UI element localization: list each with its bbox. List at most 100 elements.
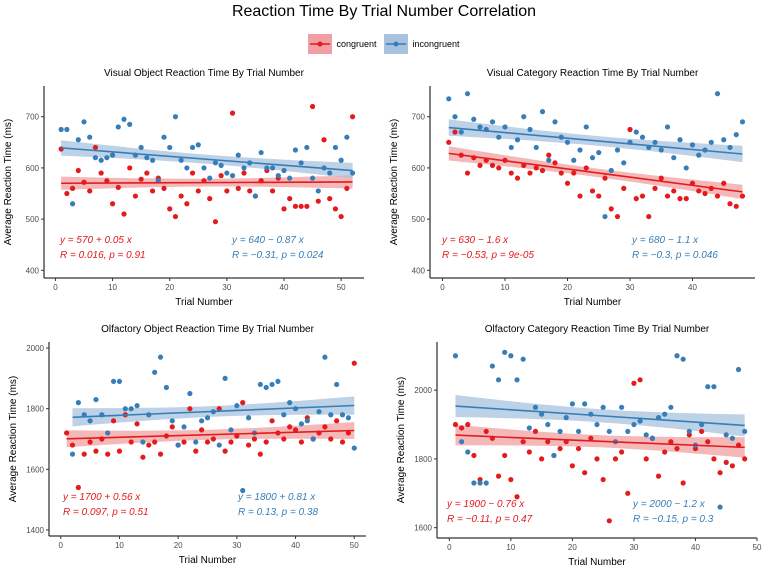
point-incongruent [680,356,686,362]
point-congruent [93,448,99,454]
equation-incongruent: y = 2000 − 1.2 x [632,499,706,510]
point-incongruent [64,126,70,133]
point-incongruent [735,366,742,373]
point-congruent [144,170,150,176]
point-congruent [739,193,746,199]
point-congruent [181,439,187,445]
y-tick-label: 400 [26,266,40,275]
y-tick-label: 1800 [414,455,432,464]
point-congruent [483,428,489,435]
point-congruent [269,188,276,194]
point-congruent [606,518,612,524]
point-incongruent [87,418,93,424]
x-axis-label: Trial Number [179,555,237,566]
point-incongruent [471,116,477,122]
point-congruent [552,160,558,166]
point-incongruent [459,439,465,445]
point-incongruent [163,384,170,391]
point-incongruent [608,167,614,174]
stats-congruent: R = −0.53, p = 9e-05 [442,250,534,261]
point-congruent [69,442,76,448]
point-incongruent [181,424,187,430]
point-congruent [502,452,508,459]
point-incongruent [75,400,81,406]
point-congruent [577,193,583,199]
x-axis-label: Trial Number [175,297,233,308]
point-incongruent [315,188,321,194]
point-incongruent [287,175,293,181]
point-incongruent [631,421,637,428]
point-congruent [532,428,539,435]
panel-title: Olfactory Category Reaction Time By Tria… [485,324,710,335]
panel-4: Olfactory Category Reaction Time By Tria… [396,324,762,568]
point-congruent [742,456,748,462]
point-congruent [514,175,521,181]
point-incongruent [298,160,304,166]
point-incongruent [304,418,310,424]
x-tick-label: 0 [53,283,58,292]
point-congruent [58,146,64,152]
point-incongruent [121,116,127,122]
point-incongruent [508,353,514,359]
point-incongruent [606,428,612,435]
point-congruent [621,185,627,191]
x-tick-label: 10 [108,283,117,292]
point-congruent [222,448,228,454]
point-congruent [251,436,258,442]
legend-label-incongruent: incongruent [412,39,460,49]
point-congruent [199,427,205,433]
x-tick-label: 50 [337,283,346,292]
point-congruent [668,439,674,445]
point-incongruent [502,124,508,130]
point-congruent [671,188,677,194]
point-incongruent [193,439,199,445]
equation-congruent: y = 1900 − 0.76 x [446,499,525,510]
point-congruent [527,170,533,176]
point-congruent [583,165,589,171]
point-congruent [539,456,545,462]
point-incongruent [327,170,333,176]
point-congruent [332,206,339,212]
point-congruent [539,167,546,174]
y-tick-label: 500 [412,215,426,224]
point-congruent [646,213,652,220]
point-congruent [637,377,643,383]
y-tick-label: 1400 [26,526,44,535]
point-incongruent [465,449,471,455]
point-incongruent [235,152,241,158]
point-congruent [98,170,104,176]
point-congruent [526,449,532,455]
point-congruent [714,193,721,199]
point-incongruent [93,396,99,403]
point-congruent [575,445,582,452]
point-congruent [564,180,571,186]
point-incongruent [539,109,546,115]
point-congruent [711,456,717,462]
figure-title: Reaction Time By Trial Number Correlatio… [231,3,537,20]
point-congruent [287,424,293,430]
point-incongruent [275,378,281,385]
stats-incongruent: R = −0.15, p = 0.3 [633,514,714,525]
point-incongruent [708,139,714,145]
point-incongruent [514,377,520,383]
equation-congruent: y = 1700 + 0.56 x [62,492,141,503]
point-congruent [87,439,93,445]
point-incongruent [195,142,201,148]
y-tick-label: 400 [412,266,426,275]
stats-incongruent: R = −0.3, p = 0.046 [632,250,718,261]
point-incongruent [477,480,483,486]
point-incongruent [545,421,551,428]
point-congruent [696,188,702,194]
point-incongruent [527,126,533,133]
y-tick-label: 1600 [26,465,44,474]
point-congruent [717,470,723,476]
point-incongruent [557,428,563,435]
y-axis-label: Average Reaction Time (ms) [389,119,400,246]
x-tick-label: 20 [568,543,577,552]
equation-incongruent: y = 680 − 1.1 x [631,235,699,246]
point-congruent [464,170,471,176]
point-incongruent [304,144,310,151]
x-tick-label: 50 [350,541,359,550]
legend-item-incongruent: incongruent [384,34,460,54]
x-tick-label: 40 [280,283,289,292]
